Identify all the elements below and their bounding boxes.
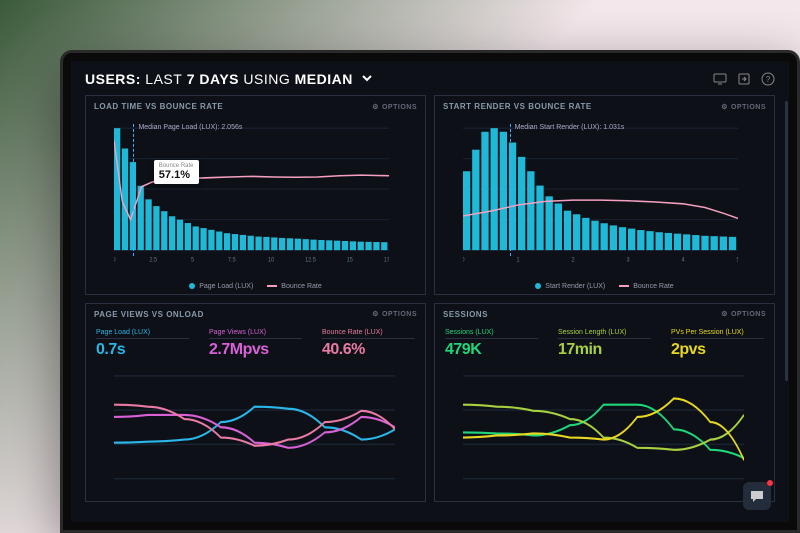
panel-title: SESSIONS: [443, 310, 488, 319]
header-icons: ?: [713, 72, 775, 86]
panel-load-time: LOAD TIME VS BOUNCE RATE ⚙OPTIONS 75K100…: [85, 95, 426, 295]
svg-text:3: 3: [626, 257, 629, 263]
panel-grid: LOAD TIME VS BOUNCE RATE ⚙OPTIONS 75K100…: [71, 95, 789, 516]
svg-text:?: ?: [766, 75, 771, 84]
title-bold1: 7 DAYS: [187, 71, 239, 87]
share-icon[interactable]: [737, 72, 751, 86]
gear-icon: ⚙: [372, 311, 379, 318]
options-button[interactable]: ⚙OPTIONS: [721, 310, 766, 318]
legend-label: Bounce Rate: [633, 283, 673, 290]
svg-text:17.5: 17.5: [384, 257, 389, 263]
svg-text:4: 4: [681, 257, 685, 263]
panel-title: START RENDER VS BOUNCE RATE: [443, 102, 592, 111]
chart-load-time: 75K100 %60K80 %45K60 %30K40 %15K20 %02.5…: [86, 117, 425, 283]
chart-svg-3: 500K 100%0.8s400K 80%0.6s300K 60%0.4s200…: [114, 363, 395, 492]
header: USERS: LAST 7 DAYS USING MEDIAN ?: [71, 61, 789, 95]
gear-icon: ⚙: [721, 104, 728, 111]
bounce-tooltip: Bounce Rate 57.1%: [154, 160, 199, 184]
metrics-row: Sessions (LUX) 479K Session Length (LUX) 17…: [435, 325, 774, 361]
title-thin2: USING: [243, 71, 290, 87]
metric-label: Page Views (LUX): [209, 329, 302, 339]
metric-label: PVs Per Session (LUX): [671, 329, 764, 339]
chart-svg-4: 100K 40 min3.2 pvs80K 32 min2.4 pvs60K 2…: [463, 363, 744, 492]
metric-value: 17min: [558, 341, 651, 359]
median-annotation: Median Page Load (LUX): 2.056s: [133, 124, 242, 256]
legend-label: Start Render (LUX): [545, 283, 605, 290]
legend-item: Bounce Rate: [619, 283, 673, 290]
gear-icon: ⚙: [721, 311, 728, 318]
median-annotation: Median Start Render (LUX): 1.031s: [510, 124, 625, 256]
metric-value: 2.7Mpvs: [209, 341, 302, 359]
panel-start-render: START RENDER VS BOUNCE RATE ⚙OPTIONS 100…: [434, 95, 775, 295]
svg-text:7.5: 7.5: [228, 257, 236, 263]
metric-label: Sessions (LUX): [445, 329, 538, 339]
options-button[interactable]: ⚙OPTIONS: [372, 310, 417, 318]
options-button[interactable]: ⚙OPTIONS: [721, 103, 766, 111]
svg-text:1: 1: [516, 257, 519, 263]
svg-text:15: 15: [347, 257, 353, 263]
legend-swatch: [189, 283, 195, 289]
metric: PVs Per Session (LUX) 2pvs: [671, 329, 764, 359]
legend: Start Render (LUX) Bounce Rate: [435, 283, 774, 294]
svg-text:10: 10: [268, 257, 275, 263]
legend-swatch: [619, 285, 629, 287]
metric-label: Page Load (LUX): [96, 329, 189, 339]
legend: Page Load (LUX) Bounce Rate: [86, 283, 425, 294]
chat-icon: [749, 488, 765, 504]
help-icon[interactable]: ?: [761, 72, 775, 86]
legend-item: Page Load (LUX): [189, 283, 253, 290]
metrics-row: Page Load (LUX) 0.7s Page Views (LUX) 2.7Mp…: [86, 325, 425, 361]
svg-text:5: 5: [736, 257, 738, 263]
legend-item: Bounce Rate: [267, 283, 321, 290]
gear-icon: ⚙: [372, 104, 379, 111]
svg-text:0: 0: [114, 257, 116, 263]
metric: Bounce Rate (LUX) 40.6%: [322, 329, 415, 359]
title-thin1: LAST: [145, 71, 182, 87]
panel-page-views: PAGE VIEWS VS ONLOAD ⚙OPTIONS Page Load …: [85, 303, 426, 503]
chart-sessions: 100K 40 min3.2 pvs80K 32 min2.4 pvs60K 2…: [435, 361, 774, 502]
metric: Session Length (LUX) 17min: [558, 329, 651, 359]
svg-text:2.5: 2.5: [149, 257, 157, 263]
scrollbar[interactable]: [785, 101, 788, 381]
svg-text:12.5: 12.5: [305, 257, 316, 263]
chat-button[interactable]: [743, 482, 771, 510]
chart-start-render: 100 %32K80 %24K60 %16K40 %8K20 %012345 M…: [435, 117, 774, 283]
options-button[interactable]: ⚙OPTIONS: [372, 103, 417, 111]
legend-swatch: [267, 285, 277, 287]
metric: Sessions (LUX) 479K: [445, 329, 538, 359]
laptop-frame: USERS: LAST 7 DAYS USING MEDIAN ? LOAD T…: [60, 50, 800, 533]
chart-page-views: 500K 100%0.8s400K 80%0.6s300K 60%0.4s200…: [86, 361, 425, 502]
metric: Page Load (LUX) 0.7s: [96, 329, 189, 359]
legend-item: Start Render (LUX): [535, 283, 605, 290]
metric-value: 2pvs: [671, 341, 764, 359]
title-bold2: MEDIAN: [295, 71, 353, 87]
metric-value: 0.7s: [96, 341, 189, 359]
metric-value: 479K: [445, 341, 538, 359]
panel-title: PAGE VIEWS VS ONLOAD: [94, 310, 204, 319]
metric: Page Views (LUX) 2.7Mpvs: [209, 329, 302, 359]
metric-label: Session Length (LUX): [558, 329, 651, 339]
svg-text:0: 0: [463, 257, 465, 263]
panel-title: LOAD TIME VS BOUNCE RATE: [94, 102, 223, 111]
legend-label: Page Load (LUX): [199, 283, 253, 290]
panel-sessions: SESSIONS ⚙OPTIONS Sessions (LUX)479KSess…: [434, 303, 775, 503]
legend-label: Bounce Rate: [281, 283, 321, 290]
monitor-icon[interactable]: [713, 72, 727, 86]
tooltip-value: 57.1%: [159, 169, 194, 181]
dashboard-screen: USERS: LAST 7 DAYS USING MEDIAN ? LOAD T…: [71, 61, 789, 522]
svg-text:2: 2: [571, 257, 574, 263]
title-prefix: USERS:: [85, 71, 141, 87]
metric-value: 40.6%: [322, 341, 415, 359]
chevron-down-icon[interactable]: [361, 71, 373, 87]
legend-swatch: [535, 283, 541, 289]
metric-label: Bounce Rate (LUX): [322, 329, 415, 339]
svg-text:5: 5: [191, 257, 194, 263]
page-title[interactable]: USERS: LAST 7 DAYS USING MEDIAN: [85, 71, 373, 87]
